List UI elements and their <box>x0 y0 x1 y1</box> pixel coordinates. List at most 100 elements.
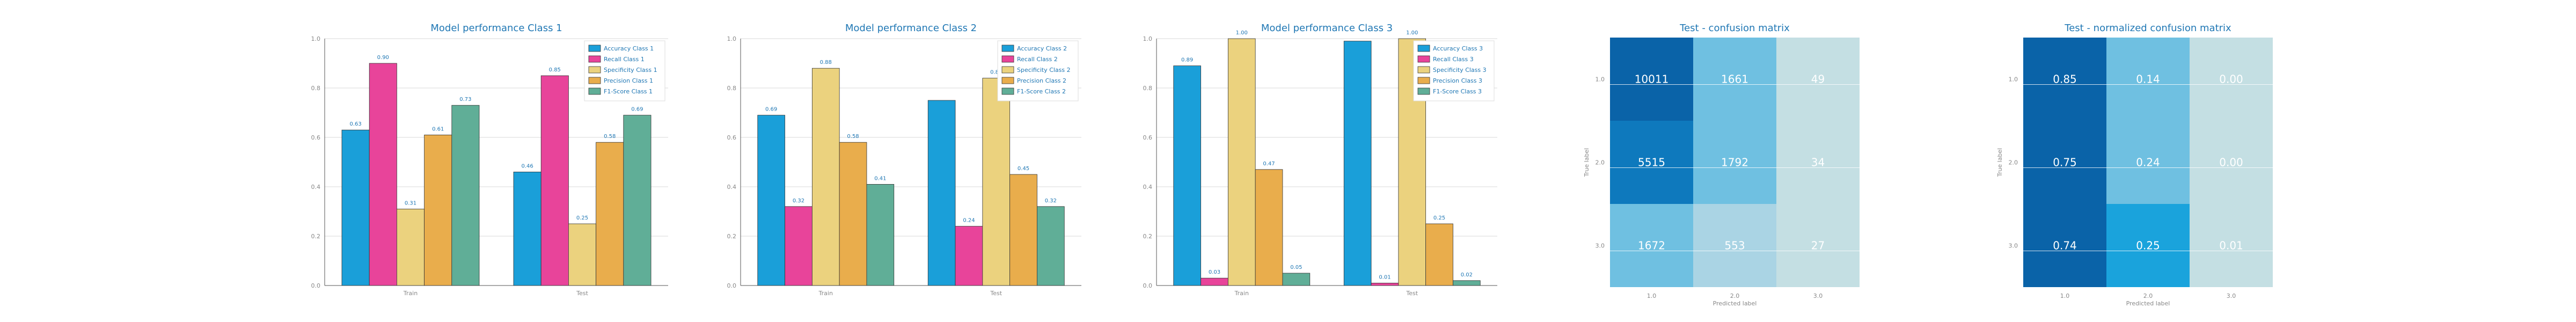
x-tick-label: Train <box>818 290 833 297</box>
y-axis-label: True label <box>1996 148 2003 177</box>
bar-accuracy-class-3-train <box>1173 65 1201 286</box>
x-tick-label: Test <box>576 290 588 297</box>
legend-swatch <box>1417 77 1430 84</box>
legend-swatch <box>588 77 601 84</box>
cell-value: 0.85 <box>2053 73 2077 86</box>
y-tick-label: 1.0 <box>1143 35 1153 42</box>
bar-f1-score-class-2-train <box>866 184 895 286</box>
legend: Accuracy Class 1 Recall Class 1 Specificit… <box>584 40 665 101</box>
x-tick-label: 2.0 <box>1730 292 1740 299</box>
cell-value: 1792 <box>1721 156 1748 169</box>
cell-value: 0.01 <box>2219 239 2243 252</box>
y-tick-label: 0.4 <box>1143 184 1153 191</box>
bar-recall-class-2-train <box>785 206 813 286</box>
heatmap-cell <box>1776 38 1860 121</box>
legend-swatch <box>1417 87 1430 95</box>
heatmap-cell <box>2106 121 2190 204</box>
bar-f1-score-class-3-train <box>1282 273 1311 286</box>
legend-swatch <box>588 66 601 74</box>
bar-recall-class-2-test <box>955 226 983 286</box>
legend-swatch <box>1001 45 1014 52</box>
cell-value: 27 <box>1811 239 1825 252</box>
legend-swatch <box>588 87 601 95</box>
x-axis-label: Predicted label <box>2126 300 2170 307</box>
x-tick-label: 3.0 <box>2227 292 2236 299</box>
legend-label: Specificity Class 2 <box>1017 67 1071 74</box>
legend-label: Precision Class 1 <box>604 77 653 84</box>
data-label: 0.46 <box>521 163 533 169</box>
data-label: 0.63 <box>349 121 361 127</box>
bar-specificity-class-3-train <box>1227 38 1256 286</box>
y-tick-label: 3.0 <box>2009 243 2018 250</box>
data-label: 0.89 <box>1181 57 1193 63</box>
bar-f1-score-class-2-test <box>1037 206 1065 286</box>
bar-recall-class-1-test <box>540 75 569 286</box>
bar-recall-class-3-test <box>1371 283 1399 286</box>
legend-swatch <box>1001 66 1014 74</box>
heatmap-cell <box>1610 121 1693 204</box>
legend-swatch <box>588 55 601 63</box>
data-label: 0.25 <box>576 215 588 221</box>
legend-label: Accuracy Class 3 <box>1433 45 1483 52</box>
y-tick-label: 0.2 <box>311 233 321 240</box>
data-label: 0.31 <box>405 200 416 206</box>
heatmap-cell <box>1610 38 1693 121</box>
cell-value: 0.00 <box>2219 156 2243 169</box>
y-tick-label: 1.0 <box>311 35 321 42</box>
cell-value: 0.75 <box>2053 156 2077 169</box>
legend-swatch <box>1001 55 1014 63</box>
heatmap-cell <box>1693 38 1776 121</box>
data-label: 0.45 <box>1018 166 1029 172</box>
bar-specificity-class-1-test <box>568 223 597 286</box>
data-label: 0.84 <box>990 70 1002 76</box>
data-label: 0.85 <box>549 67 561 73</box>
legend-label: Specificity Class 1 <box>604 67 657 74</box>
x-tick-label: 1.0 <box>2060 292 2070 299</box>
bar-specificity-class-2-test <box>982 78 1011 286</box>
y-tick-label: 0.4 <box>727 184 737 191</box>
legend: Accuracy Class 3 Recall Class 3 Specificit… <box>1413 40 1495 101</box>
y-tick-label: 0.4 <box>311 184 321 191</box>
bar-chart-1: Model performance Class 1 0.0 0.2 0.4 0.6 0.8… <box>311 23 668 297</box>
legend-label: Recall Class 3 <box>1433 56 1474 63</box>
bar-precision-class-1-train <box>424 134 452 286</box>
data-label: 0.25 <box>1433 215 1445 221</box>
x-tick-label: 1.0 <box>1647 292 1657 299</box>
bar-specificity-class-2-train <box>811 68 840 286</box>
legend-label: F1-Score Class 1 <box>604 88 653 95</box>
heatmap-2: Test - normalized confusion matrix 0.85 0.… <box>1996 23 2273 307</box>
y-tick-label: 0.6 <box>727 134 737 141</box>
x-axis-label: Predicted label <box>1713 300 1757 307</box>
y-tick-label: 0.8 <box>727 85 737 92</box>
y-tick-label: 1.0 <box>2009 76 2018 83</box>
y-tick-label: 0.0 <box>311 282 321 289</box>
chart-title: Test - confusion matrix <box>1679 23 1790 34</box>
heatmap-cell <box>2023 38 2106 121</box>
cell-value: 34 <box>1811 156 1825 169</box>
y-tick-label: 0.0 <box>727 282 737 289</box>
cell-value: 0.24 <box>2136 156 2160 169</box>
data-label: 0.05 <box>1290 265 1302 270</box>
chart-title: Test - normalized confusion matrix <box>2064 23 2231 34</box>
y-tick-label: 0.8 <box>1143 85 1153 92</box>
heatmap-cell <box>2106 38 2190 121</box>
heatmap-cell <box>2106 204 2190 287</box>
bar-precision-class-3-test <box>1425 223 1453 286</box>
bar-accuracy-class-2-test <box>927 100 956 286</box>
y-tick-label: 3.0 <box>1596 243 1605 250</box>
data-label: 0.88 <box>820 60 832 65</box>
data-label: 0.32 <box>1045 198 1057 204</box>
y-tick-label: 0.8 <box>311 85 321 92</box>
data-label: 0.58 <box>604 134 616 140</box>
heatmap-cell <box>1776 121 1860 204</box>
x-tick-label: 2.0 <box>2143 292 2153 299</box>
y-tick-label: 1.0 <box>1596 76 1605 83</box>
legend-label: Specificity Class 3 <box>1433 67 1487 74</box>
bar-recall-class-1-train <box>369 63 397 286</box>
x-tick-label: Test <box>990 290 1002 297</box>
legend-label: Precision Class 2 <box>1017 77 1066 84</box>
data-label: 0.58 <box>847 134 859 140</box>
bar-accuracy-class-2-train <box>757 115 785 286</box>
data-label: 0.02 <box>1461 272 1473 278</box>
